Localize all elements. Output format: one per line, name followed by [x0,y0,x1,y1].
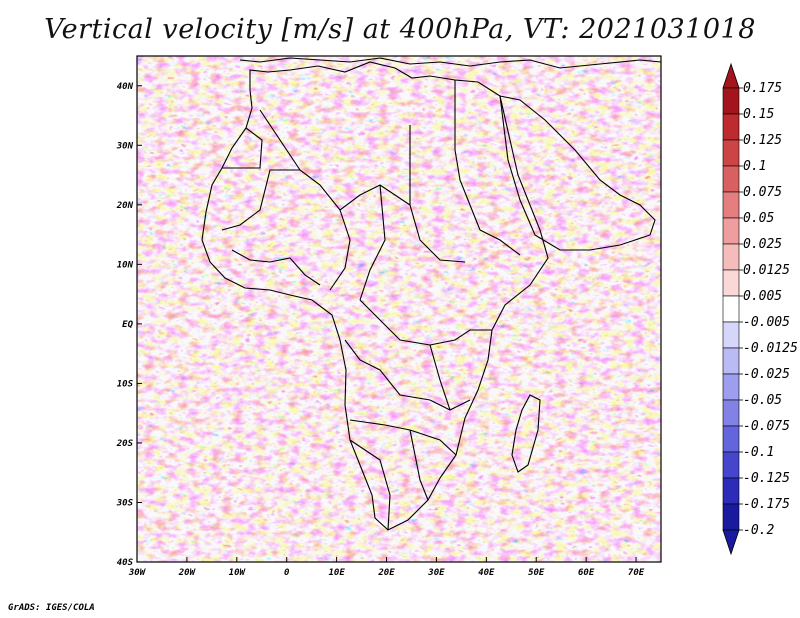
lat-tick-label: 10N [117,260,134,270]
arabia-outline [499,95,656,251]
lat-tick-label: 10S [117,379,134,389]
lat-tick-label: 40S [117,558,134,568]
colorbar-swatch [722,191,740,219]
colorbar-level-label: 0.025 [743,237,782,252]
lat-tick-label: 30N [116,141,134,151]
colorbar-level-label: -0.05 [743,393,782,408]
colorbar-level-label: 0.125 [743,133,782,148]
lat-tick-label: 20N [116,201,134,211]
footer-credit: GrADS: IGES/COLA [8,603,95,613]
colorbar-level-label: 0.0125 [743,263,790,278]
map-frame [136,55,662,563]
lon-tick-label: 40E [478,568,495,578]
lon-tick-label: 60E [578,568,595,578]
lon-tick-label: 20W [178,568,197,578]
map-field [137,56,661,562]
colorbar-level-label: 0.075 [743,185,782,200]
lon-tick-label: 10W [229,568,247,578]
colorbar-level-label: 0.05 [743,211,774,226]
europe-coast [239,57,661,69]
lon-tick-label: 0 [284,568,290,578]
colorbar-swatch [722,425,740,453]
colorbar-level-label: -0.005 [743,315,790,330]
colorbar-level-label: -0.125 [743,471,790,486]
lon-tick-label: 70E [628,568,645,578]
lon-tick-label: 30W [128,568,147,578]
colorbar-level-label: -0.0125 [743,341,798,356]
colorbar-swatch [722,113,740,141]
colorbar-swatch [722,503,740,531]
colorbar-level-label: 0.005 [743,289,782,304]
madagascar-outline [511,394,541,473]
lat-tick-label: 40N [117,82,134,92]
colorbar-swatch [722,399,740,427]
colorbar-swatch [722,347,740,375]
colorbar: 0.175 0.15 0.125 0.1 0.075 0.05 0.025 0.0125 0.0… [722,62,798,556]
colorbar-level-label: -0.025 [743,367,790,382]
colorbar-swatch [722,243,740,271]
colorbar-swatch [722,165,740,193]
colorbar-level-label: -0.175 [743,497,790,512]
lat-tick-label: 30S [116,498,134,508]
colorbar-swatch [722,139,740,167]
colorbar-level-label: 0.15 [743,107,774,122]
colorbar-level-label: -0.1 [743,445,774,460]
colorbar-swatch [722,373,740,401]
colorbar-swatch [722,295,740,323]
country-borders [201,57,661,531]
colorbar-swatch [722,269,740,297]
lat-tick-label: EQ [122,320,133,330]
lon-tick-label: 20E [377,568,395,578]
colorbar-max-arrow [722,62,740,89]
colorbar-swatch [722,451,740,479]
colorbar-swatch [722,321,740,349]
colorbar-level-label: 0.1 [743,159,766,174]
colorbar-level-label: -0.075 [743,419,790,434]
chart-title: Vertical velocity [m/s] at 400hPa, VT: 2… [44,14,756,45]
colorbar-swatch [722,217,740,245]
lon-tick-label: 30E [427,568,445,578]
colorbar-level-label: 0.175 [743,81,782,96]
lon-tick-label: 10E [328,568,345,578]
latitude-axis: 40N 30N 20N 10N EQ 10S 20S 30S 40S [116,82,142,568]
colorbar-swatch [722,477,740,505]
colorbar-level-label: -0.2 [743,523,774,538]
lon-tick-label: 50E [528,568,545,578]
longitude-axis: 30W 20W 10W 0 10E 20E 30E 40E 50E 60E 70E [128,557,645,578]
colorbar-min-arrow [722,529,740,556]
colorbar-swatch [722,87,740,115]
lat-tick-label: 20S [116,439,134,449]
